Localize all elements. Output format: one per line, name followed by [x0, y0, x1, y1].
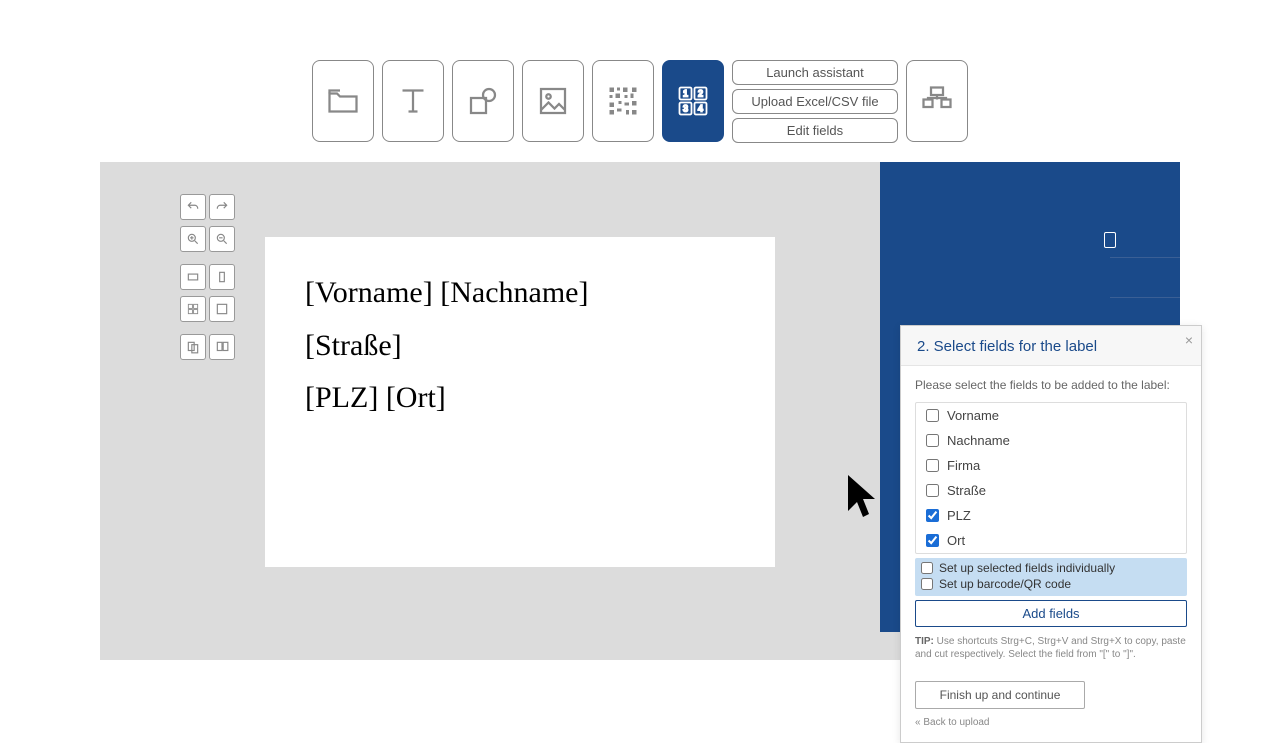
upload-csv-button[interactable]: Upload Excel/CSV file: [732, 89, 897, 114]
canvas-area: [Vorname] [Nachname] [Straße] [PLZ] [Ort…: [100, 162, 1180, 660]
label-line-3: [PLZ] [Ort]: [305, 372, 735, 425]
redo-button[interactable]: [209, 194, 235, 220]
select-fields-dialog: 2. Select fields for the label × Please …: [900, 325, 1202, 743]
view-blank-button[interactable]: [209, 296, 235, 322]
label-line-2: [Straße]: [305, 320, 735, 373]
toolbar: 1234 Launch assistant Upload Excel/CSV f…: [0, 0, 1280, 163]
checkbox-strasse[interactable]: [926, 484, 939, 497]
number-grid-button[interactable]: 1234: [662, 60, 724, 142]
view-grid-button[interactable]: [180, 296, 206, 322]
checkbox-ort[interactable]: [926, 534, 939, 547]
zoom-in-button[interactable]: [180, 226, 206, 252]
field-list[interactable]: Vorname Nachname Firma Straße PLZ Ort: [915, 402, 1187, 554]
field-item-firma[interactable]: Firma: [916, 453, 1186, 478]
dialog-body: Please select the fields to be added to …: [901, 366, 1201, 671]
svg-text:4: 4: [698, 104, 703, 114]
dialog-header: 2. Select fields for the label ×: [901, 326, 1201, 366]
view-portrait-button[interactable]: [209, 264, 235, 290]
dialog-title: 2. Select fields for the label: [917, 338, 1185, 355]
finish-button[interactable]: Finish up and continue: [915, 681, 1085, 709]
dialog-footer: Finish up and continue « Back to upload: [901, 671, 1201, 742]
back-link[interactable]: « Back to upload: [915, 717, 990, 728]
layout-button[interactable]: [906, 60, 968, 142]
text-button[interactable]: [382, 60, 444, 142]
launch-assistant-button[interactable]: Launch assistant: [732, 60, 897, 85]
setup-area: Set up selected fields individually Set …: [915, 558, 1187, 596]
side-tools: [180, 194, 235, 360]
checkbox-plz[interactable]: [926, 509, 939, 522]
field-item-strasse[interactable]: Straße: [916, 478, 1186, 503]
field-item-plz[interactable]: PLZ: [916, 503, 1186, 528]
copy-button[interactable]: [180, 334, 206, 360]
tip-text: TIP: Use shortcuts Strg+C, Strg+V and St…: [915, 635, 1187, 661]
undo-button[interactable]: [180, 194, 206, 220]
duplicate-button[interactable]: [209, 334, 235, 360]
svg-text:2: 2: [698, 89, 703, 99]
checkbox-nachname[interactable]: [926, 434, 939, 447]
zoom-out-button[interactable]: [209, 226, 235, 252]
checkbox-vorname[interactable]: [926, 409, 939, 422]
field-item-nachname[interactable]: Nachname: [916, 428, 1186, 453]
svg-text:1: 1: [683, 89, 688, 99]
close-icon[interactable]: ×: [1185, 332, 1193, 348]
checkbox-firma[interactable]: [926, 459, 939, 472]
svg-text:3: 3: [683, 104, 688, 114]
label-preview[interactable]: [Vorname] [Nachname] [Straße] [PLZ] [Ort…: [265, 237, 775, 567]
setup-barcode-checkbox[interactable]: Set up barcode/QR code: [921, 576, 1181, 592]
setup-individual-checkbox[interactable]: Set up selected fields individually: [921, 560, 1181, 576]
qr-button[interactable]: [592, 60, 654, 142]
label-line-1: [Vorname] [Nachname]: [305, 267, 735, 320]
image-button[interactable]: [522, 60, 584, 142]
ruler-icon: [1104, 232, 1116, 248]
dialog-prompt: Please select the fields to be added to …: [915, 378, 1187, 392]
add-fields-button[interactable]: Add fields: [915, 600, 1187, 627]
edit-fields-button[interactable]: Edit fields: [732, 118, 897, 143]
field-item-ort[interactable]: Ort: [916, 528, 1186, 553]
shape-button[interactable]: [452, 60, 514, 142]
view-single-button[interactable]: [180, 264, 206, 290]
assistant-buttons: Launch assistant Upload Excel/CSV file E…: [732, 60, 897, 143]
folder-button[interactable]: [312, 60, 374, 142]
field-item-vorname[interactable]: Vorname: [916, 403, 1186, 428]
